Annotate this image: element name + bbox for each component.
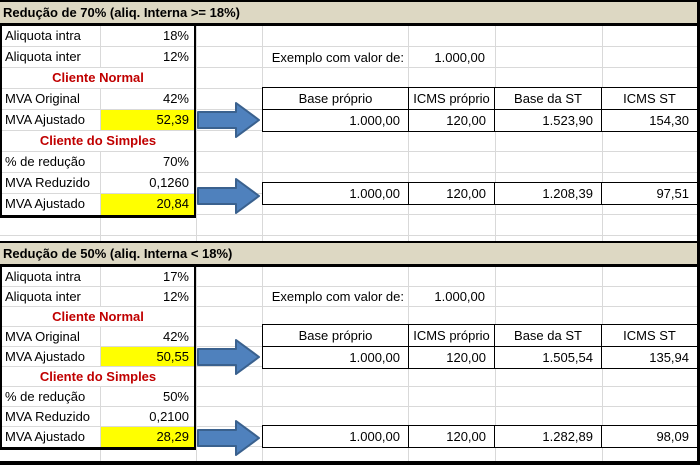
cell-label[interactable]: MVA Original: [5, 329, 80, 344]
cell-icms-st[interactable]: 98,09: [601, 426, 697, 447]
cell-label[interactable]: MVA Ajustado: [5, 429, 85, 444]
cell-label[interactable]: Aliquota intra: [5, 269, 81, 284]
col-header-icms-proprio[interactable]: ICMS próprio: [408, 325, 494, 346]
arrow-shape: [197, 420, 260, 456]
cell-label[interactable]: Aliquota inter: [5, 289, 81, 304]
cell-label[interactable]: MVA Reduzido: [5, 409, 91, 424]
cell-base-st[interactable]: 1.208,39: [494, 183, 601, 204]
cell-value[interactable]: 42%: [100, 89, 194, 109]
cell-base-st[interactable]: 1.505,54: [494, 347, 601, 368]
cell-icms-proprio[interactable]: 120,00: [408, 347, 494, 368]
row-aliquota-intra: Aliquota intra 17%: [2, 267, 194, 287]
cell-label[interactable]: % de redução: [5, 389, 86, 404]
row-mva-ajustado-simples: MVA Ajustado 20,84: [2, 194, 194, 215]
col-header-base-proprio[interactable]: Base próprio: [298, 328, 373, 343]
row-aliquota-inter: Aliquota inter 12%: [2, 47, 194, 68]
arrow-shape: [197, 339, 260, 375]
col-header-icms-proprio[interactable]: ICMS próprio: [408, 88, 494, 109]
cell-icms-st[interactable]: 97,51: [601, 183, 697, 204]
row-mva-ajustado-simples: MVA Ajustado 28,29: [2, 427, 194, 447]
param-table-70: Aliquota intra 18% Aliquota inter 12% Cl…: [0, 26, 196, 218]
results-data-row: 1.000,00 120,00 1.208,39 97,51: [263, 183, 697, 204]
cell-value[interactable]: 12%: [100, 287, 194, 306]
flow-arrow-icon[interactable]: [197, 177, 261, 215]
flow-arrow-icon[interactable]: [197, 338, 261, 376]
cell-label[interactable]: Aliquota intra: [5, 28, 81, 43]
sheet-bottom-border: [0, 461, 700, 465]
cell-value-highlighted[interactable]: 50,55: [100, 347, 194, 366]
row-mva-ajustado-normal: MVA Ajustado 52,39: [2, 110, 194, 131]
section-title-50[interactable]: Redução de 50% (aliq. Interna < 18%): [0, 241, 700, 267]
row-mva-ajustado-normal: MVA Ajustado 50,55: [2, 347, 194, 367]
row-mva-original: MVA Original 42%: [2, 89, 194, 110]
section-title-70[interactable]: Redução de 70% (aliq. Interna >= 18%): [0, 0, 700, 26]
cell-icms-st[interactable]: 135,94: [601, 347, 697, 368]
row-aliquota-inter: Aliquota inter 12%: [2, 287, 194, 307]
example-label[interactable]: Exemplo com valor de:: [271, 50, 404, 65]
heading-cliente-simples[interactable]: Cliente do Simples: [2, 131, 194, 152]
cell-value-highlighted[interactable]: 20,84: [100, 194, 194, 215]
cell-label[interactable]: % de redução: [5, 154, 86, 169]
example-label[interactable]: Exemplo com valor de:: [271, 289, 404, 304]
arrow-shape: [197, 102, 260, 138]
results-table-simples-70: 1.000,00 120,00 1.208,39 97,51: [262, 182, 698, 205]
cell-base-proprio[interactable]: 1.000,00: [349, 429, 400, 444]
cell-value[interactable]: 70%: [100, 152, 194, 172]
cell-label[interactable]: MVA Ajustado: [5, 196, 85, 211]
cell-value[interactable]: 0,2100: [100, 407, 194, 426]
cell-base-st[interactable]: 1.282,89: [494, 426, 601, 447]
cell-icms-proprio[interactable]: 120,00: [408, 110, 494, 131]
heading-cliente-normal[interactable]: Cliente Normal: [2, 68, 194, 89]
results-table-normal-70: Base próprio ICMS próprio Base da ST ICM…: [262, 87, 698, 132]
results-data-row: 1.000,00 120,00 1.505,54 135,94: [263, 347, 697, 368]
arrow-shape: [197, 178, 260, 214]
cell-label[interactable]: MVA Reduzido: [5, 175, 91, 190]
heading-cliente-normal[interactable]: Cliente Normal: [2, 307, 194, 327]
cell-icms-st[interactable]: 154,30: [601, 110, 697, 131]
param-table-50: Aliquota intra 17% Aliquota inter 12% Cl…: [0, 267, 196, 450]
results-data-row: 1.000,00 120,00 1.282,89 98,09: [263, 426, 697, 447]
col-header-base-st[interactable]: Base da ST: [494, 88, 601, 109]
flow-arrow-icon[interactable]: [197, 101, 261, 139]
row-mva-original: MVA Original 42%: [2, 327, 194, 347]
cell-value-highlighted[interactable]: 52,39: [100, 110, 194, 130]
col-header-icms-st[interactable]: ICMS ST: [601, 88, 697, 109]
cell-value[interactable]: 18%: [100, 26, 194, 46]
col-header-base-proprio[interactable]: Base próprio: [298, 91, 373, 106]
cell-icms-proprio[interactable]: 120,00: [408, 426, 494, 447]
results-data-row: 1.000,00 120,00 1.523,90 154,30: [263, 110, 697, 131]
flow-arrow-icon[interactable]: [197, 419, 261, 457]
row-pct-reducao: % de redução 50%: [2, 387, 194, 407]
sheet-right-border: [697, 0, 700, 465]
cell-base-proprio[interactable]: 1.000,00: [349, 350, 400, 365]
cell-icms-proprio[interactable]: 120,00: [408, 183, 494, 204]
col-header-icms-st[interactable]: ICMS ST: [601, 325, 697, 346]
heading-cliente-simples[interactable]: Cliente do Simples: [2, 367, 194, 387]
cell-label[interactable]: Aliquota inter: [5, 49, 81, 64]
results-header-row: Base próprio ICMS próprio Base da ST ICM…: [263, 325, 697, 347]
cell-value-highlighted[interactable]: 28,29: [100, 427, 194, 447]
row-mva-reduzido: MVA Reduzido 0,2100: [2, 407, 194, 427]
row-pct-reducao: % de redução 70%: [2, 152, 194, 173]
cell-label[interactable]: MVA Ajustado: [5, 112, 85, 127]
cell-base-st[interactable]: 1.523,90: [494, 110, 601, 131]
results-table-simples-50: 1.000,00 120,00 1.282,89 98,09: [262, 425, 698, 448]
row-mva-reduzido: MVA Reduzido 0,1260: [2, 173, 194, 194]
cell-value[interactable]: 17%: [100, 267, 194, 286]
example-value[interactable]: 1.000,00: [434, 289, 485, 304]
cell-value[interactable]: 50%: [100, 387, 194, 406]
example-value[interactable]: 1.000,00: [434, 50, 485, 65]
cell-base-proprio[interactable]: 1.000,00: [349, 113, 400, 128]
row-aliquota-intra: Aliquota intra 18%: [2, 26, 194, 47]
cell-value[interactable]: 42%: [100, 327, 194, 346]
results-table-normal-50: Base próprio ICMS próprio Base da ST ICM…: [262, 324, 698, 369]
cell-label[interactable]: MVA Ajustado: [5, 349, 85, 364]
cell-value[interactable]: 12%: [100, 47, 194, 67]
cell-value[interactable]: 0,1260: [100, 173, 194, 193]
cell-base-proprio[interactable]: 1.000,00: [349, 186, 400, 201]
col-header-base-st[interactable]: Base da ST: [494, 325, 601, 346]
cell-label[interactable]: MVA Original: [5, 91, 80, 106]
results-header-row: Base próprio ICMS próprio Base da ST ICM…: [263, 88, 697, 110]
